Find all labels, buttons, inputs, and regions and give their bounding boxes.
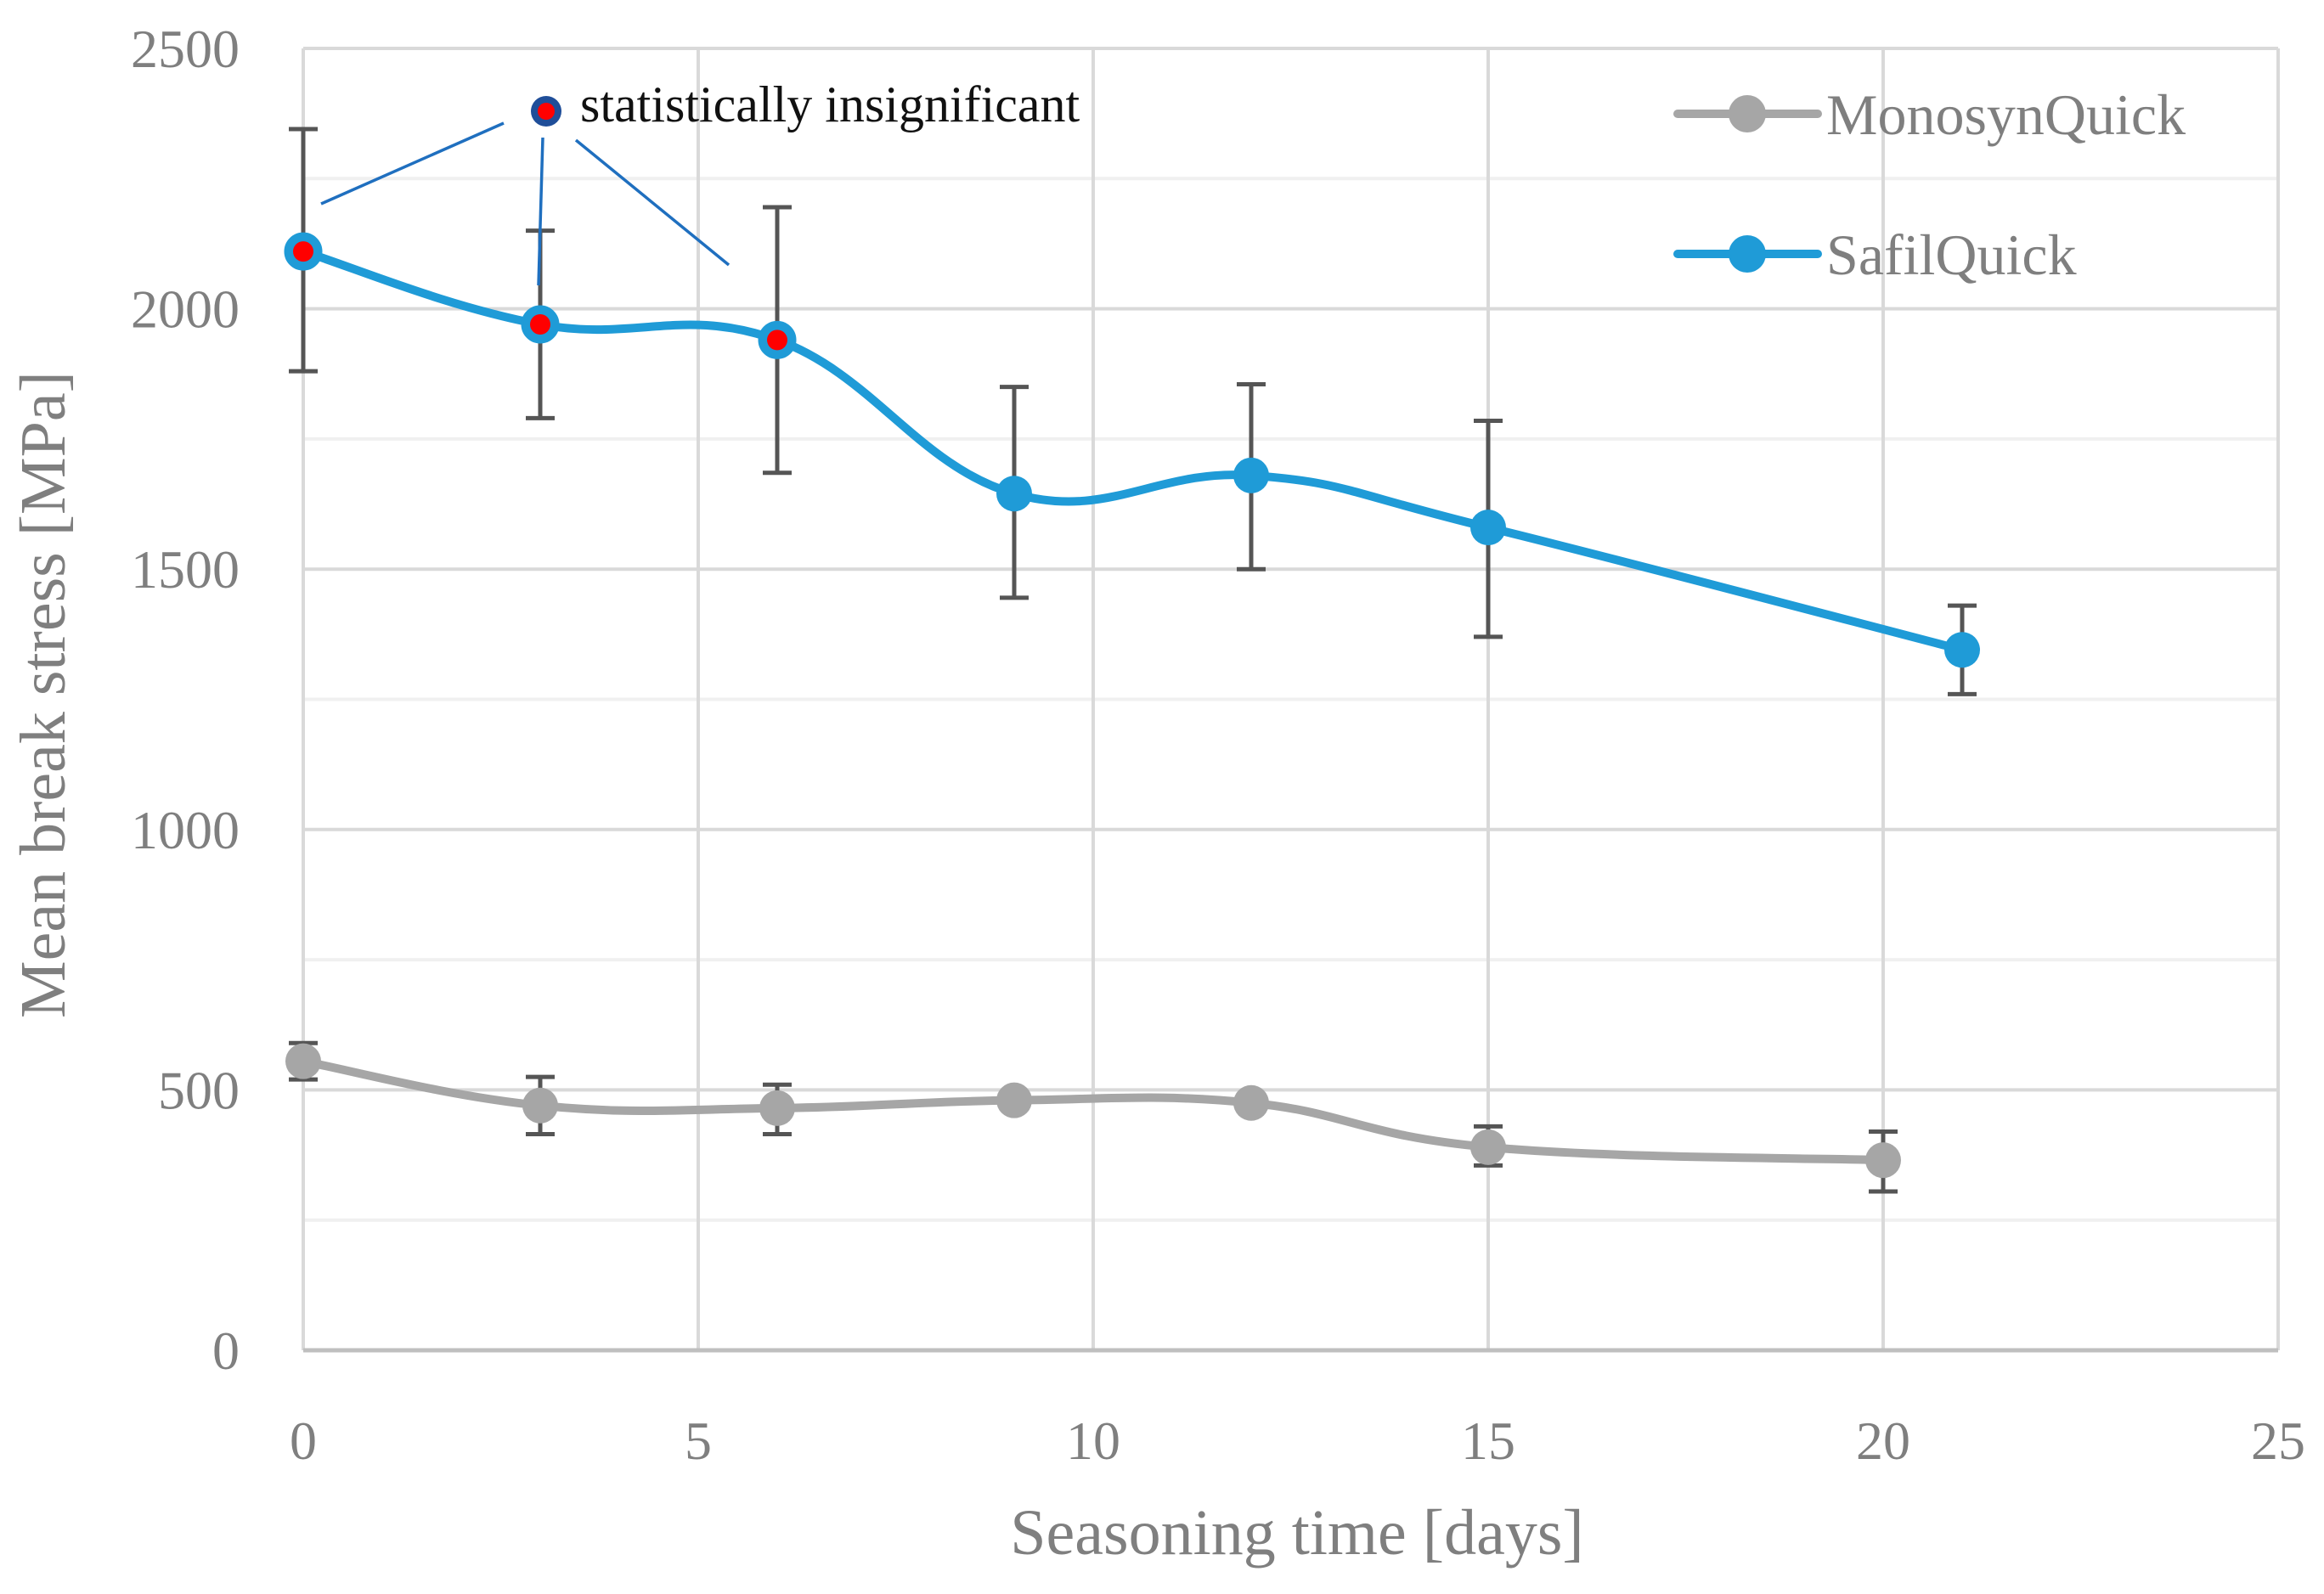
x-tick-label: 15 bbox=[1461, 1411, 1515, 1471]
safilquick-point bbox=[1470, 510, 1506, 546]
monosynquick-point bbox=[522, 1087, 558, 1124]
x-tick-label: 10 bbox=[1066, 1411, 1120, 1471]
safilquick-legend-label: SafilQuick bbox=[1826, 222, 2077, 287]
y-tick-labels: 0 500 1000 1500 2000 2500 bbox=[131, 19, 240, 1381]
y-tick-label: 0 bbox=[212, 1321, 240, 1381]
annotation-text: statistically insignificant bbox=[580, 76, 1080, 132]
y-axis-title: Mean break stress [MPa] bbox=[8, 371, 79, 1018]
error-bars bbox=[289, 127, 1977, 1194]
monosynquick-point bbox=[759, 1090, 795, 1126]
annotation-marker-inner bbox=[538, 103, 555, 120]
safilquick-point bbox=[1944, 632, 1980, 668]
x-axis-title: Seasoning time [days] bbox=[1010, 1497, 1583, 1569]
safilquick-point bbox=[996, 476, 1032, 512]
monosynquick-point bbox=[285, 1043, 321, 1079]
series-lines bbox=[299, 247, 1966, 1165]
annotation: statistically insignificant bbox=[320, 76, 1080, 286]
x-tick-label: 20 bbox=[1856, 1411, 1910, 1471]
monosynquick-point bbox=[996, 1082, 1032, 1118]
monosynquick-legend-label: MonosynQuick bbox=[1826, 82, 2186, 147]
safilquick-highlight-point bbox=[293, 241, 313, 262]
legend: MonosynQuick SafilQuick bbox=[1673, 82, 2186, 287]
annotation-leader-line bbox=[537, 137, 544, 286]
x-tick-label: 25 bbox=[2251, 1411, 2305, 1471]
data-points bbox=[284, 232, 1980, 1179]
monosynquick-legend-marker bbox=[1729, 95, 1766, 132]
safilquick-point bbox=[1233, 457, 1269, 493]
x-tick-label: 0 bbox=[290, 1411, 317, 1471]
annotation-leader-line bbox=[574, 138, 730, 267]
y-tick-label: 500 bbox=[158, 1060, 240, 1120]
safilquick-legend-marker bbox=[1729, 235, 1766, 273]
x-tick-labels: 0 5 10 15 20 25 bbox=[290, 1411, 2305, 1471]
safilquick-highlight-point bbox=[767, 330, 787, 351]
monosynquick-point bbox=[1865, 1142, 1901, 1179]
monosynquick-point bbox=[1470, 1129, 1506, 1165]
y-tick-label: 2500 bbox=[131, 19, 240, 79]
safilquick-highlight-point bbox=[530, 313, 550, 335]
y-tick-label: 1000 bbox=[131, 800, 240, 860]
y-tick-label: 2000 bbox=[131, 279, 240, 340]
y-tick-label: 1500 bbox=[131, 539, 240, 600]
x-tick-label: 5 bbox=[685, 1411, 712, 1471]
monosynquick-point bbox=[1233, 1084, 1269, 1121]
annotation-leader-line bbox=[320, 121, 505, 206]
